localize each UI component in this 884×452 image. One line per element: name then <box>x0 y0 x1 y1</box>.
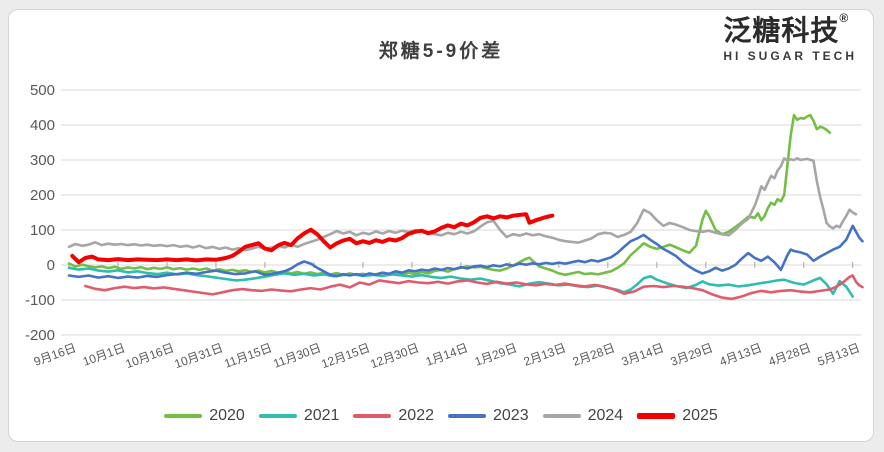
legend-item-2020: 2020 <box>164 407 245 425</box>
x-axis-tick-label: 3月29日 <box>669 341 715 369</box>
x-axis-tick-label: 10月31日 <box>173 341 225 371</box>
brand-logo: 泛糖科技® HI SUGAR TECH <box>723 10 857 63</box>
x-axis-tick-label: 4月28日 <box>767 341 813 369</box>
brand-name: 泛糖科技® <box>723 10 850 46</box>
x-axis-tick-label: 2月13日 <box>522 341 568 369</box>
y-axis-tick-label: -100 <box>25 292 55 309</box>
legend-label: 2022 <box>398 407 434 424</box>
legend-item-2022: 2022 <box>353 407 434 425</box>
legend-item-2025: 2025 <box>637 407 718 425</box>
legend-label: 2023 <box>493 407 529 424</box>
x-axis-tick-label: 9月16日 <box>32 341 78 369</box>
series-line-2023 <box>67 224 864 280</box>
legend-item-2023: 2023 <box>448 407 529 425</box>
series-line-2021 <box>67 266 855 298</box>
legend-swatch <box>637 413 676 419</box>
x-axis-tick-label: 2月28日 <box>571 341 617 369</box>
x-axis-tick-label: 10月16日 <box>124 341 176 371</box>
y-axis-tick-label: 300 <box>30 152 55 169</box>
series-line-2025 <box>70 212 555 265</box>
x-axis-tick-label: 3月14日 <box>620 341 666 369</box>
y-axis-tick-label: 100 <box>30 222 55 239</box>
x-axis-tick-label: 12月15日 <box>319 341 371 371</box>
x-axis-tick-label: 1月14日 <box>424 341 470 369</box>
x-axis-tick-label: 4月13日 <box>718 341 764 369</box>
legend-swatch <box>542 414 581 418</box>
x-axis-tick-label: 5月13日 <box>816 341 862 369</box>
x-axis-tick-label: 11月30日 <box>271 341 323 371</box>
x-axis-tick-label: 11月15日 <box>222 341 274 371</box>
series-line-2024 <box>67 157 858 252</box>
x-axis-tick-label: 12月30日 <box>368 341 420 371</box>
x-axis-tick-label: 1月29日 <box>473 341 519 369</box>
legend-swatch <box>353 414 392 418</box>
legend-label: 2025 <box>682 407 718 424</box>
registered-trademark-icon: ® <box>839 10 850 25</box>
legend-swatch <box>258 414 297 418</box>
legend-label: 2024 <box>587 407 624 424</box>
y-axis-tick-label: 500 <box>30 82 55 99</box>
legend-item-2024: 2024 <box>542 407 624 425</box>
legend-label: 2020 <box>209 407 245 424</box>
y-axis-tick-label: -200 <box>25 327 55 344</box>
chart-card: 郑糖5-9价差 泛糖科技® HI SUGAR TECH 500 400 300 200… <box>8 9 874 442</box>
legend-item-2021: 2021 <box>258 407 340 425</box>
y-axis-tick-label: 200 <box>30 187 55 204</box>
legend-label: 2021 <box>303 407 340 424</box>
y-axis-tick-label: 0 <box>47 257 55 274</box>
legend-swatch <box>448 414 486 418</box>
chart-title: 郑糖5-9价差 <box>378 41 504 62</box>
legend-swatch <box>164 414 203 418</box>
y-axis-tick-label: 400 <box>30 117 55 134</box>
chart-legend: 2020 2021 2022 2023 2024 2025 <box>9 407 873 425</box>
series-line-2022 <box>84 274 864 301</box>
brand-subtitle: HI SUGAR TECH <box>723 49 857 63</box>
x-axis-tick-label: 10月1日 <box>81 341 127 369</box>
